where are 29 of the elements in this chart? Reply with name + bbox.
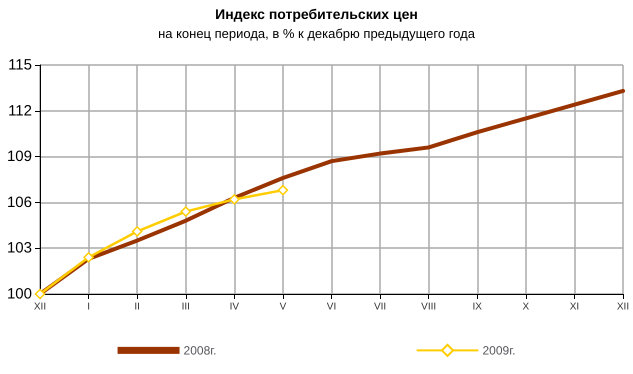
x-tick-label: IV	[230, 302, 240, 312]
point	[83, 252, 94, 263]
legend-label: 2009г.	[482, 343, 516, 358]
point	[229, 194, 240, 205]
x-tick-label: VIII	[421, 302, 436, 312]
y-tick-label: 112	[8, 102, 32, 120]
chart-title: Индекс потребительских цен	[215, 6, 418, 22]
legend-label: 2008г.	[184, 343, 217, 358]
x-tick-label: VII	[374, 302, 386, 312]
y-tick-label: 103	[6, 240, 32, 257]
x-tick-label: VI	[326, 302, 336, 312]
point	[180, 206, 191, 217]
chart-subtitle: на конец периода, в % к декабрю предыдущего года	[158, 26, 476, 41]
point	[278, 184, 288, 196]
x-tick-label: III	[182, 302, 190, 312]
x-tick-label: IX	[472, 302, 482, 312]
y-tick-label: 100	[6, 286, 32, 302]
x-tick-label: V	[280, 302, 287, 312]
y-tick-label: 115	[8, 56, 32, 74]
x-tick-label: I	[87, 302, 90, 312]
x-tick-label: X	[522, 302, 530, 312]
x-tick-label: XII	[616, 302, 630, 312]
point	[34, 288, 46, 300]
x-tick-label: XI	[570, 302, 580, 312]
x-tick-label: II	[134, 302, 140, 312]
y-tick-label: 109	[6, 148, 32, 166]
point	[132, 226, 142, 237]
y-tick-label: 106	[6, 194, 32, 211]
x-tick-label: XII	[34, 302, 46, 312]
